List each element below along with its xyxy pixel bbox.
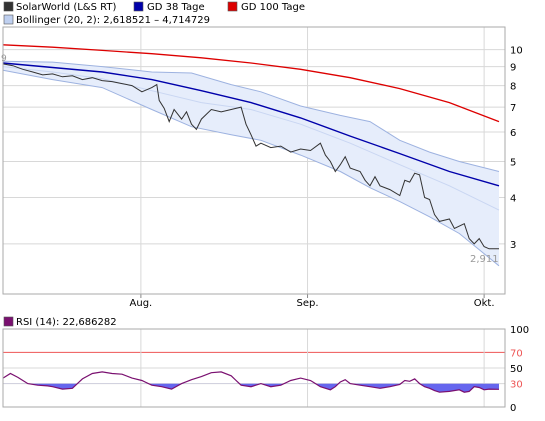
bollinger-upper-line	[2, 60, 500, 172]
last-value-label: 2,911	[470, 254, 499, 265]
rsi-tick-label-30: 30	[510, 380, 523, 391]
y-tick-label-5: 5	[510, 157, 516, 168]
legend-swatch-rsi	[3, 316, 14, 327]
x-tick-label-Aug.: Aug.	[130, 298, 153, 309]
rsi-grid	[3, 329, 505, 407]
main-y-axis: 3 4 5 6 7 8 9 10	[510, 46, 523, 251]
rsi-series	[2, 371, 500, 393]
legend-label-bollinger: Bollinger (20, 2): 2,618521 – 4,714729	[16, 15, 210, 26]
x-tick-label-Sep.: Sep.	[297, 298, 319, 309]
y-tick-label-9: 9	[510, 63, 516, 74]
y-tick-label-4: 4	[510, 193, 516, 204]
legend-swatch-bollinger	[3, 14, 14, 25]
rsi-tick-label-0: 0	[510, 403, 516, 414]
bollinger-bands	[2, 60, 500, 267]
rsi-tick-label-50: 50	[510, 364, 523, 375]
y-tick-label-10: 10	[510, 46, 523, 57]
bollinger-middle-line	[2, 66, 500, 211]
legend-label-gd38: GD 38 Tage	[147, 2, 205, 13]
legend-swatch-gd100	[227, 1, 238, 12]
x-tick-label-Okt.: Okt.	[474, 298, 495, 309]
rsi-tick-label-100: 100	[510, 325, 529, 336]
main-x-axis: Aug. Sep. Okt.	[130, 294, 495, 309]
main-plot-frame	[2, 26, 506, 295]
gd38-line	[2, 62, 500, 187]
legend: SolarWorld (L&S RT) GD 38 Tage GD 100 Ta…	[3, 1, 305, 26]
y-tick-label-3: 3	[510, 240, 516, 251]
y-tick-label-8: 8	[510, 82, 516, 93]
legend-swatch-price	[3, 1, 14, 12]
y-tick-label-7: 7	[510, 103, 516, 114]
price-start-label: 9	[1, 54, 7, 64]
bollinger-band-fill	[3, 61, 499, 266]
main-series-lines	[2, 44, 500, 250]
legend-label-price: SolarWorld (L&S RT)	[16, 2, 116, 13]
rsi-legend: RSI (14): 22,686282	[3, 316, 117, 328]
y-tick-label-6: 6	[510, 128, 516, 139]
legend-label-gd100: GD 100 Tage	[241, 2, 305, 13]
price-line	[2, 63, 499, 250]
rsi-line	[2, 371, 500, 393]
bollinger-lower-line	[2, 69, 500, 267]
legend-swatch-gd38	[133, 1, 144, 12]
legend-label-rsi: RSI (14): 22,686282	[16, 317, 117, 328]
rsi-y-axis: 0 30 50 70 100	[510, 325, 529, 414]
rsi-plot-frame	[2, 328, 506, 408]
gd100-line	[2, 44, 500, 123]
rsi-tick-label-70: 70	[510, 348, 523, 359]
rsi-oversold-fill	[27, 383, 499, 393]
